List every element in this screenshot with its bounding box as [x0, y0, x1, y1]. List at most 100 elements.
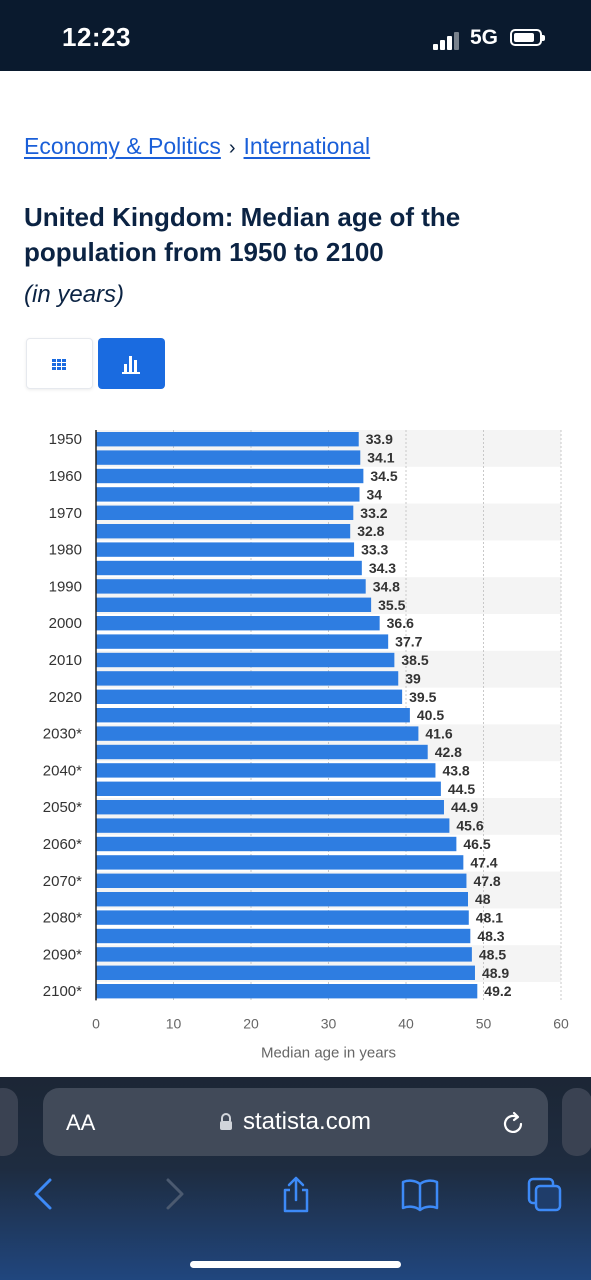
bar [96, 616, 380, 631]
y-tick-label: 1970 [49, 505, 82, 522]
bar-value-label: 48 [475, 891, 491, 907]
breadcrumb-link-economy[interactable]: Economy & Politics [24, 133, 221, 159]
y-tick-label: 2060* [43, 836, 82, 853]
address-bar[interactable] [43, 1088, 548, 1156]
bar [96, 597, 372, 612]
next-tab-preview[interactable] [562, 1088, 591, 1156]
bar [96, 726, 419, 741]
bar-value-label: 32.8 [357, 523, 384, 539]
y-tick-label: 1980 [49, 542, 82, 559]
x-tick-label: 20 [243, 1015, 259, 1031]
bar [96, 800, 444, 815]
bar [96, 818, 450, 833]
url-text[interactable]: statista.com [243, 1108, 372, 1135]
bar [96, 505, 354, 520]
breadcrumb-link-international[interactable]: International [243, 133, 371, 159]
bar [96, 634, 389, 649]
y-tick-label: 2090* [43, 946, 82, 963]
y-tick-label: 2070* [43, 873, 82, 890]
bar [96, 855, 464, 870]
y-tick-label: 2020 [49, 689, 82, 706]
bar [96, 432, 359, 447]
bar [96, 928, 471, 944]
bar-value-label: 49.2 [484, 983, 511, 999]
bar-value-label: 48.9 [482, 965, 509, 981]
x-tick-label: 0 [92, 1015, 100, 1031]
status-time: 12:23 [62, 22, 131, 52]
bar-value-label: 47.4 [470, 854, 497, 870]
bar [96, 708, 410, 723]
bar-value-label: 36.6 [387, 615, 414, 631]
bar [96, 873, 467, 888]
network-type: 5G [470, 26, 499, 49]
tabs-icon[interactable] [526, 1176, 564, 1212]
bar-value-label: 44.9 [451, 799, 478, 815]
bar-value-label: 48.1 [476, 910, 503, 926]
y-tick-label: 2100* [43, 983, 82, 1000]
bar-value-label: 39 [405, 670, 421, 686]
bar-value-label: 42.8 [435, 744, 462, 760]
x-axis-label: Median age in years [261, 1044, 396, 1061]
bar-value-label: 34.3 [369, 560, 396, 576]
bar-value-label: 41.6 [425, 726, 452, 742]
bar-value-label: 39.5 [409, 689, 436, 705]
bar [96, 781, 441, 796]
bar [96, 892, 468, 907]
bar [96, 947, 472, 962]
signal-icon [433, 30, 463, 50]
forward-icon[interactable] [160, 1176, 188, 1212]
bar-value-label: 35.5 [378, 597, 405, 613]
bar [96, 744, 428, 760]
y-tick-label: 1960 [49, 468, 82, 485]
page-title: United Kingdom: Median age of the popula… [24, 202, 461, 267]
bar [96, 542, 355, 557]
bar [96, 579, 366, 594]
bar-value-label: 43.8 [442, 762, 469, 778]
bar [96, 984, 478, 999]
bar-value-label: 45.6 [456, 818, 483, 834]
bar [96, 524, 351, 539]
y-tick-label: 1950 [49, 431, 82, 448]
y-tick-label: 2000 [49, 615, 82, 632]
bar [96, 450, 361, 465]
breadcrumb: Economy & Politics › International [24, 133, 370, 160]
bar-value-label: 34 [367, 486, 383, 502]
x-tick-label: 40 [398, 1015, 414, 1031]
y-tick-label: 2040* [43, 762, 82, 779]
bar [96, 652, 395, 668]
bar [96, 836, 457, 852]
reader-options-button[interactable]: AA [66, 1110, 96, 1135]
bar [96, 763, 436, 778]
y-tick-label: 2080* [43, 910, 82, 927]
table-view-button[interactable] [26, 338, 93, 389]
bar-value-label: 48.5 [479, 946, 506, 962]
share-icon[interactable] [280, 1176, 312, 1214]
y-tick-label: 2050* [43, 799, 82, 816]
chart-view-button[interactable] [98, 338, 165, 389]
battery-icon [510, 29, 545, 46]
bar-value-label: 40.5 [417, 707, 444, 723]
bar-value-label: 34.5 [370, 468, 397, 484]
back-icon[interactable] [30, 1176, 58, 1212]
x-tick-label: 10 [166, 1015, 182, 1031]
x-tick-label: 50 [476, 1015, 492, 1031]
table-grid-icon [52, 359, 66, 370]
bookmarks-icon[interactable] [400, 1176, 440, 1212]
x-tick-label: 60 [553, 1015, 569, 1031]
reload-icon[interactable] [502, 1110, 526, 1136]
y-tick-label: 1990 [49, 578, 82, 595]
lock-icon [220, 1113, 232, 1130]
bar-value-label: 33.3 [361, 542, 388, 558]
bar [96, 468, 364, 484]
bar-value-label: 34.1 [367, 450, 394, 466]
bar [96, 689, 403, 704]
bar [96, 560, 362, 576]
status-bar: 12:23 5G [0, 0, 591, 71]
bar-value-label: 44.5 [448, 781, 475, 797]
previous-tab-preview[interactable] [0, 1088, 18, 1156]
bar-value-label: 38.5 [401, 652, 428, 668]
bar-value-label: 33.2 [360, 505, 387, 521]
bar [96, 671, 399, 686]
bar-value-label: 34.8 [373, 578, 400, 594]
bar-value-label: 33.9 [366, 431, 393, 447]
